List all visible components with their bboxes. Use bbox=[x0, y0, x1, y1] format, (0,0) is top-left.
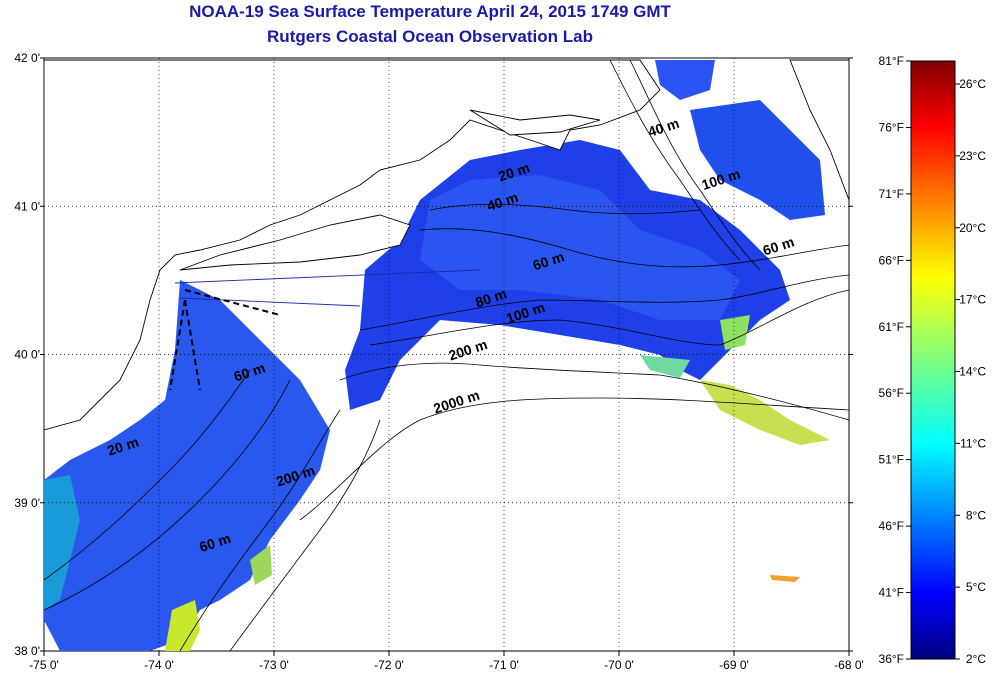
colorbar-f-label: 36°F bbox=[879, 652, 904, 666]
colorbar-f-label: 81°F bbox=[879, 54, 904, 68]
lat-tick-label: 40 0' bbox=[14, 348, 40, 362]
lon-tick-label: -68 0' bbox=[834, 658, 864, 672]
colorbar-f-label: 56°F bbox=[879, 386, 904, 400]
colorbar-c-label: 23°C bbox=[959, 149, 986, 163]
map-subtitle: Rutgers Coastal Ocean Observation Lab bbox=[267, 27, 593, 46]
lat-tick-label: 39 0' bbox=[14, 496, 40, 510]
lon-tick-label: -74 0' bbox=[144, 658, 174, 672]
colorbar-c-label: 11°C bbox=[960, 436, 986, 450]
lon-tick-label: -71 0' bbox=[489, 658, 519, 672]
colorbar-f-label: 76°F bbox=[879, 120, 904, 134]
latitude-labels: 42 0' 41 0' 40 0' 39 0' 38 0' bbox=[14, 51, 40, 658]
colorbar-c-label: 14°C bbox=[959, 365, 986, 379]
colorbar-c-label: 5°C bbox=[966, 580, 986, 594]
lon-tick-label: -73 0' bbox=[259, 658, 289, 672]
lat-tick-label: 41 0' bbox=[14, 199, 40, 213]
colorbar-f-label: 61°F bbox=[879, 320, 904, 334]
colorbar-c-label: 26°C bbox=[959, 77, 986, 91]
colorbar-c-label: 20°C bbox=[959, 221, 986, 235]
lon-tick-label: -75 0' bbox=[29, 658, 59, 672]
shipping-lanes bbox=[174, 269, 481, 307]
colorbar-f-label: 71°F bbox=[879, 187, 904, 201]
lon-tick-label: -72 0' bbox=[374, 658, 404, 672]
colorbar-f-label: 51°F bbox=[879, 453, 904, 467]
lon-tick-label: -69 0' bbox=[719, 658, 749, 672]
dashed-boundary bbox=[169, 289, 281, 391]
colorbar-c-label: 2°C bbox=[966, 652, 986, 666]
colorbar-f-label: 41°F bbox=[879, 586, 904, 600]
colorbar-f-label: 66°F bbox=[879, 253, 904, 267]
lon-tick-label: -70 0' bbox=[604, 658, 634, 672]
longitude-labels: -75 0' -74 0' -73 0' -72 0' -71 0' -70 0' -69 … bbox=[29, 658, 864, 672]
colorbar-c-label: 8°C bbox=[966, 508, 986, 522]
lat-tick-label: 38 0' bbox=[14, 644, 40, 658]
colorbar-celsius-labels: 26°C 23°C 20°C 17°C 14°C 11°C 8°C 5°C 2°C bbox=[955, 77, 986, 666]
map-title: NOAA-19 Sea Surface Temperature April 24… bbox=[189, 2, 671, 21]
map-grid bbox=[40, 57, 853, 656]
colorbar-fahrenheit-labels: 81°F 76°F 71°F 66°F 61°F 56°F 51°F 46°F 41°F 36°F bbox=[879, 54, 911, 666]
colorbar bbox=[910, 60, 956, 660]
coastline bbox=[44, 59, 849, 431]
lat-tick-label: 42 0' bbox=[14, 51, 40, 65]
bathymetry-contours bbox=[44, 59, 849, 651]
colorbar-c-label: 17°C bbox=[959, 293, 986, 307]
colorbar-f-label: 46°F bbox=[879, 519, 904, 533]
